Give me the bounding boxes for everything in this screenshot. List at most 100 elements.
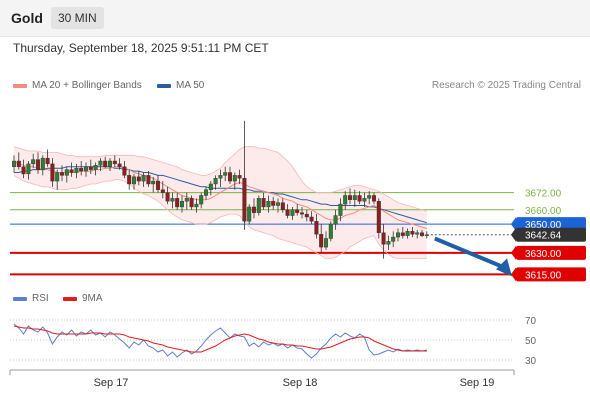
candle-body [184,198,189,202]
current-price-tag [516,227,586,242]
candle-body [21,166,26,175]
candle-body [170,198,175,202]
candle-body [36,159,41,170]
candle-body [103,160,108,167]
candle-body [381,232,386,245]
candle-body [45,157,50,165]
candle-body [400,232,405,236]
level-label: 3650.00 [525,220,562,231]
candle-body [155,180,160,190]
legend-ma20: MA 20 + Bollinger Bands [13,80,142,91]
level-tag-3650.00 [516,217,586,232]
candle-body [295,209,300,213]
candle-body [391,236,396,242]
candle-body [175,198,180,208]
ma20-label: MA 20 + Bollinger Bands [32,80,142,91]
candle-body [117,163,122,167]
forecast-arrow-shaft [434,236,505,270]
candle-body [420,232,425,236]
candle-body [79,167,84,172]
credit-text: Research © 2025 Trading Central [431,80,581,91]
ma50-line [14,166,427,224]
candle-body [50,163,55,182]
rsi-swatch [13,296,27,301]
candle-body [242,178,247,222]
ma9-swatch [63,296,77,301]
candle-body [165,192,170,202]
candle-body [266,200,271,208]
candle-body [160,189,165,193]
candle-body [31,159,36,165]
candle-body [127,175,132,185]
x-tick-label: Sep 19 [460,377,495,389]
x-tick-label: Sep 17 [94,377,129,389]
candle-body [74,167,79,173]
candle-body [208,183,213,190]
candle-body [112,160,117,165]
candle-body [343,195,348,205]
candle-body [151,180,156,185]
candle-body [218,175,223,179]
rsi-label: RSI [32,293,49,304]
candle-body [146,175,151,185]
candle-body [324,238,329,248]
bollinger-upper-line [13,146,427,212]
candle-body [290,209,295,216]
candle-body [261,198,266,208]
candle-body [93,165,98,170]
candle-body [333,215,338,225]
ma50-label: MA 50 [176,80,205,91]
candle-body [271,200,276,206]
rsi-tick-label: 50 [525,336,537,347]
current-price-pointer [511,227,516,242]
level-label: 3660.00 [525,206,562,217]
candle-body [16,160,21,167]
candle-body [213,178,218,185]
candle-body [131,176,136,185]
candle-body [251,206,256,213]
candle-body [415,232,420,235]
candle-body [280,202,285,211]
legend-ma50: MA 50 [157,80,204,91]
candle-body [107,160,112,167]
current-price-label: 3642.64 [525,231,562,242]
candle-body [309,216,314,222]
legend-rsi: RSI [13,293,49,304]
candle-body [60,172,65,176]
level-label: 3672.00 [525,189,562,200]
candle-body [232,175,237,182]
candle-body [367,195,372,199]
candle-body [386,241,391,245]
level-label: 3630.00 [525,249,562,260]
candle-body [357,195,362,202]
candle-body [405,231,410,236]
instrument-title: Gold [11,10,43,26]
candle-body [98,160,103,166]
candle-body [314,221,319,235]
candle-body [223,172,228,176]
candle-body [26,163,31,175]
candle-body [141,175,146,182]
legend-9ma: 9MA [63,293,103,304]
ma50-swatch [157,83,171,88]
timeframe-button[interactable]: 30 MIN [51,7,104,29]
candle-body [227,172,232,182]
candle-body [83,166,88,172]
candle-body [304,213,309,218]
candle-body [328,223,333,239]
level-tag-pointer [511,245,516,260]
ma9-label: 9MA [82,293,103,304]
candle-body [319,234,324,248]
candle-body [396,232,401,238]
candle-body [348,195,353,200]
candle-body [55,172,60,182]
candle-body [276,202,281,206]
rsi-line [13,323,427,359]
candle-body [372,195,377,202]
candle-body [410,231,415,235]
x-tick-label: Sep 18 [283,377,318,389]
timestamp: Thursday, September 18, 2025 9:51:11 PM … [13,41,269,55]
candle-body [189,198,194,208]
rsi-9ma-line [13,325,427,353]
